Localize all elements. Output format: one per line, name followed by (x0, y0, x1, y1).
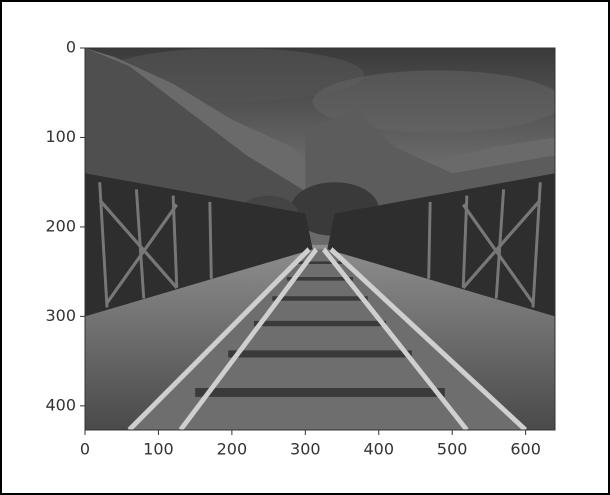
x-tick-label: 200 (217, 440, 248, 459)
x-tick-label: 500 (437, 440, 468, 459)
y-tick-label: 200 (45, 216, 76, 235)
image (85, 48, 562, 430)
x-tick-label: 400 (363, 440, 394, 459)
y-tick-label: 0 (66, 38, 76, 57)
page: 01002003004005006000100200300400 (() => … (0, 0, 610, 495)
y-tick-label: 400 (45, 395, 76, 414)
x-tick-label: 0 (80, 440, 90, 459)
chart: 0 100 200 300 400 500 600 0 100 200 300 400 (0, 0, 610, 495)
x-tick-label: 100 (143, 440, 174, 459)
x-tick-label: 600 (510, 440, 541, 459)
x-tick-label: 300 (290, 440, 321, 459)
y-tick-label: 100 (45, 127, 76, 146)
y-tick-label: 300 (45, 306, 76, 325)
